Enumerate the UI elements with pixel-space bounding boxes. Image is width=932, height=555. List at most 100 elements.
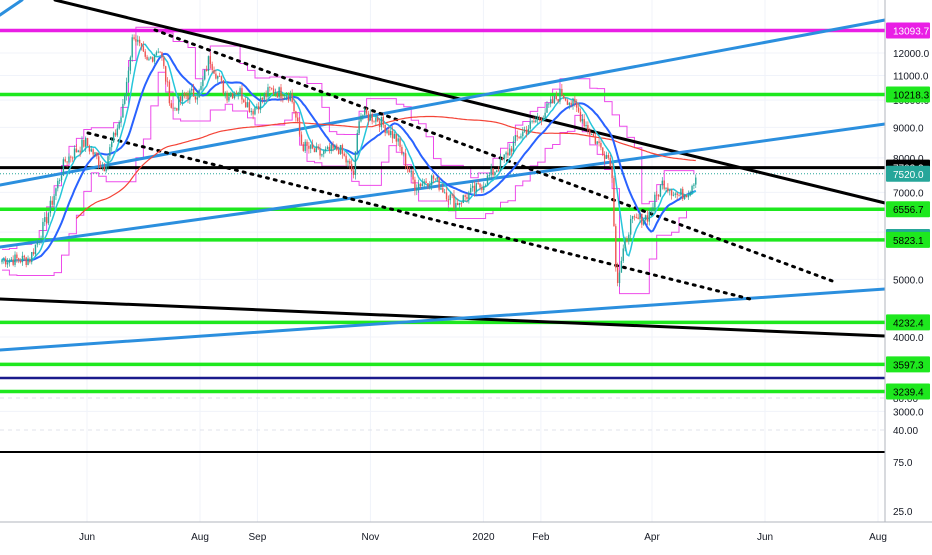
candle-body (378, 121, 381, 128)
candle-body (483, 186, 485, 191)
candle-body (555, 95, 557, 99)
candle-body (47, 213, 50, 224)
candle-body (122, 103, 124, 118)
candle-body (150, 57, 152, 59)
candle-body (66, 161, 68, 163)
candle-body (18, 258, 20, 261)
candle-body (395, 133, 398, 142)
candle-body (401, 146, 403, 155)
candle-body (178, 96, 180, 111)
candle-body (202, 79, 204, 87)
candle-body (181, 93, 184, 102)
candle-body (603, 155, 606, 159)
candles-layer (1, 34, 697, 287)
candle-body (533, 120, 535, 122)
candle-body (64, 159, 66, 162)
candle-body (650, 210, 652, 212)
candle-body (289, 93, 291, 101)
candle-body (99, 165, 102, 168)
price-tick-label: 7000.0 (893, 188, 924, 199)
price-tick-label: 11000.0 (893, 71, 929, 82)
candle-body (237, 92, 239, 95)
candle-body (111, 142, 113, 148)
candle-body (32, 251, 35, 255)
candle-body (326, 146, 329, 150)
candle-body (243, 99, 245, 103)
candle-body (486, 175, 489, 186)
candle-body (423, 181, 425, 184)
candle-body (211, 64, 213, 70)
candle-body (481, 187, 483, 191)
price-flag (886, 314, 930, 331)
candle-body (38, 240, 40, 242)
candle-body (391, 130, 394, 139)
candle-body (118, 122, 120, 129)
candle-body (300, 134, 303, 145)
price-flag (886, 22, 930, 39)
candle-body (509, 148, 511, 156)
candle-body (416, 188, 418, 191)
candle-body (319, 148, 321, 156)
candle-body (414, 179, 416, 191)
price-tick-label: 5000.0 (893, 275, 924, 286)
candle-body (641, 213, 643, 225)
candle-body (3, 258, 5, 260)
candle-body (568, 102, 570, 105)
candle-body (624, 240, 626, 249)
candle-body (302, 144, 305, 151)
candle-body (332, 144, 334, 149)
candle-body (693, 184, 695, 186)
candle-body (553, 95, 556, 104)
time-tick-label: Aug (869, 532, 887, 543)
candle-body (49, 200, 52, 214)
grid-layer (0, 0, 885, 522)
trendline-blue-corner (0, 0, 24, 17)
candle-body (161, 52, 163, 58)
candle-body (256, 106, 258, 108)
candle-body (233, 93, 236, 99)
time-tick-label: Jun (757, 532, 773, 543)
candle-body (230, 93, 232, 97)
candle-body (523, 129, 526, 132)
candle-body (259, 97, 262, 110)
candle-body (354, 151, 357, 175)
price-flag (886, 231, 930, 248)
candle-body (365, 108, 368, 114)
price-flag-label: 10218.3 (893, 91, 930, 102)
ma-21-line (1, 52, 697, 263)
candle-body (12, 259, 14, 265)
candle-body (194, 96, 197, 100)
candle-body (51, 200, 53, 205)
candle-body (323, 150, 325, 155)
time-tick-label: 2020 (472, 532, 495, 543)
candle-body (228, 96, 230, 101)
time-tick-label: Nov (362, 532, 380, 543)
candle-body (563, 95, 565, 99)
candle-body (449, 194, 451, 201)
candle-body (263, 93, 265, 100)
candle-body (672, 194, 675, 196)
candle-body (659, 185, 662, 197)
candle-body (438, 177, 440, 190)
candle-body (16, 254, 18, 259)
candle-body (587, 125, 589, 131)
candle-body (308, 145, 310, 149)
candle-body (73, 148, 76, 159)
candle-body (220, 76, 223, 81)
candle-body (27, 259, 29, 265)
price-flag-label: 4232.4 (893, 318, 924, 329)
trendline-upper-black (53, 0, 887, 205)
candle-body (488, 175, 491, 177)
candle-body (151, 57, 154, 62)
moving-averages-layer (1, 43, 697, 263)
candle-body (187, 95, 189, 100)
candle-body (550, 99, 552, 104)
candle-body (295, 111, 297, 118)
candle-body (419, 183, 422, 187)
candle-body (261, 97, 264, 100)
time-tick-label: Aug (191, 532, 209, 543)
candle-body (430, 175, 433, 186)
candle-body (53, 195, 55, 205)
